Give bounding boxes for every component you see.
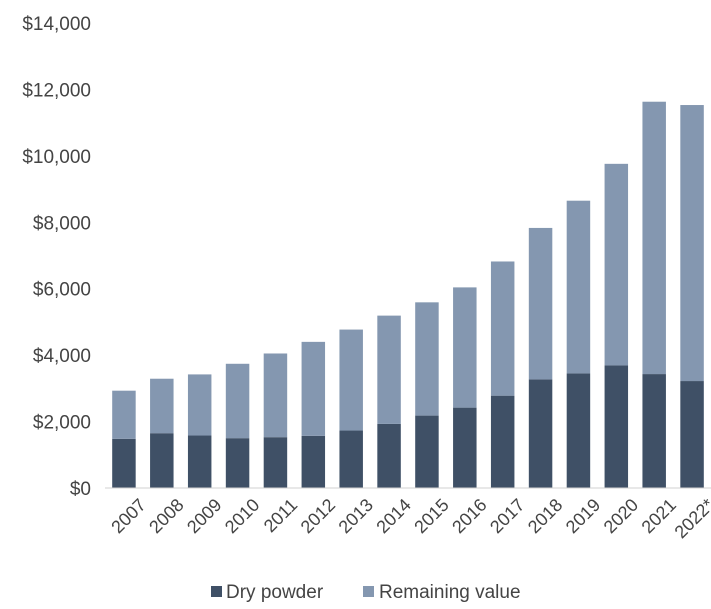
bar-dry-powder-2015 <box>415 415 439 488</box>
bar-remaining-value-2011 <box>263 353 288 438</box>
bar-dry-powder-2009 <box>187 435 212 488</box>
x-tick-label: 2009 <box>183 495 225 537</box>
bar-dry-powder-2022 <box>680 381 704 488</box>
legend-swatch-dry-powder <box>211 586 222 597</box>
y-tick-label: $4,000 <box>33 346 91 367</box>
x-tick-label: 2019 <box>562 495 604 537</box>
bar-remaining-value-2012 <box>301 341 326 436</box>
x-tick-label: 2010 <box>221 495 263 537</box>
bar-remaining-value-2013 <box>339 329 363 431</box>
legend-label-remaining-value: Remaining value <box>379 582 521 603</box>
bar-remaining-value-2021 <box>642 101 666 375</box>
x-tick-label: 2020 <box>600 495 642 537</box>
bar-dry-powder-2018 <box>528 379 553 488</box>
y-tick-label: $0 <box>70 479 91 500</box>
x-tick-label: 2011 <box>260 495 302 537</box>
x-tick-label: 2015 <box>410 495 452 537</box>
y-tick-label: $2,000 <box>33 413 91 434</box>
legend-label-dry-powder: Dry powder <box>226 582 324 603</box>
legend-swatch-remaining-value <box>363 586 374 597</box>
bar-remaining-value-2007 <box>112 390 136 439</box>
y-tick-label: $8,000 <box>33 213 91 234</box>
y-axis: $0 $2,000 $4,000 $6,000 $8,000 $10,000 $12,000… <box>22 14 91 500</box>
bar-remaining-value-2016 <box>453 287 477 408</box>
bar-remaining-value-2015 <box>415 302 439 416</box>
bar-dry-powder-2013 <box>339 430 363 488</box>
x-tick-label: 2017 <box>486 495 528 537</box>
bars-group <box>112 101 704 488</box>
bar-remaining-value-2019 <box>566 200 591 374</box>
bar-remaining-value-2010 <box>225 363 250 439</box>
legend: Dry powder Remaining value <box>211 582 521 603</box>
bar-remaining-value-2014 <box>377 315 401 424</box>
bar-remaining-value-2022 <box>680 105 704 382</box>
bar-remaining-value-2020 <box>604 163 629 366</box>
x-tick-label: 2007 <box>107 495 149 537</box>
bar-dry-powder-2014 <box>377 423 401 488</box>
y-tick-label: $12,000 <box>22 80 91 101</box>
bar-dry-powder-2016 <box>453 407 477 488</box>
x-tick-label: 2013 <box>335 495 377 537</box>
y-tick-label: $10,000 <box>22 147 91 168</box>
y-tick-label: $6,000 <box>33 280 91 301</box>
bar-dry-powder-2011 <box>263 437 288 488</box>
bar-dry-powder-2020 <box>604 365 629 488</box>
bar-dry-powder-2010 <box>225 438 250 488</box>
bar-dry-powder-2021 <box>642 374 666 488</box>
x-axis: 2007200820092010201120122013201420152016… <box>107 495 711 542</box>
bar-remaining-value-2017 <box>490 261 515 396</box>
bar-dry-powder-2012 <box>301 435 326 488</box>
bar-remaining-value-2009 <box>187 374 212 436</box>
x-tick-label: 2018 <box>524 495 566 537</box>
x-tick-label: 2008 <box>145 495 187 537</box>
x-tick-label: 2022* <box>671 495 711 542</box>
bar-remaining-value-2008 <box>150 378 174 434</box>
x-tick-label: 2012 <box>297 495 339 537</box>
y-tick-label: $14,000 <box>22 14 91 35</box>
bar-dry-powder-2017 <box>490 395 515 488</box>
x-tick-label: 2016 <box>448 495 490 537</box>
bar-dry-powder-2008 <box>150 433 174 488</box>
x-tick-label: 2014 <box>372 495 414 537</box>
bar-dry-powder-2019 <box>566 373 591 488</box>
bar-remaining-value-2018 <box>528 227 553 380</box>
bar-dry-powder-2007 <box>112 438 136 488</box>
